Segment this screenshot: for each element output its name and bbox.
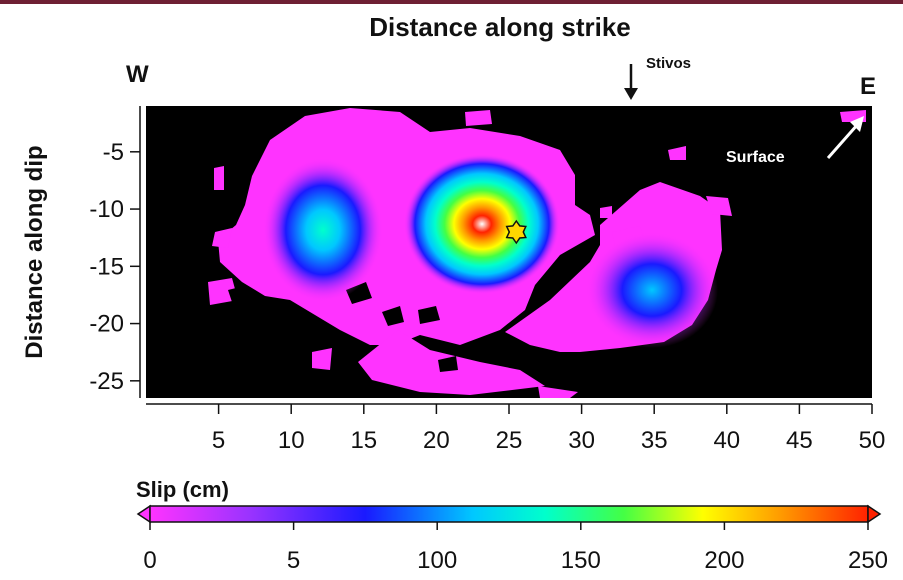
chart-title: Distance along strike <box>369 12 631 42</box>
stivos-arrow <box>624 64 638 100</box>
surface-label: Surface <box>726 149 785 166</box>
east-label: E <box>860 73 876 100</box>
hypocenter-star <box>505 219 527 245</box>
colorbar-tick-label: 100 <box>417 547 457 574</box>
colorbar-tick-label: 0 <box>143 547 156 574</box>
colorbar-tick-label: 150 <box>561 547 601 574</box>
colorbar-label: Slip (cm) <box>136 477 229 502</box>
colorbar-ticks: 0 5 100 150 200 250 <box>143 522 888 574</box>
x-tick-label: 30 <box>568 427 595 454</box>
colorbar-tick-label: 5 <box>287 547 300 574</box>
colorbar-tick-label: 200 <box>704 547 744 574</box>
surface-arrow <box>826 116 864 159</box>
x-tick-label: 25 <box>496 427 523 454</box>
stivos-label: Stivos <box>646 55 691 72</box>
y-axis: -5 -10 -15 -20 -25 <box>89 106 141 398</box>
x-tick-label: 15 <box>350 427 377 454</box>
x-tick-label: 5 <box>212 427 225 454</box>
colorbar-tick-label: 250 <box>848 547 888 574</box>
y-tick-label: -5 <box>103 139 124 166</box>
x-tick-label: 35 <box>641 427 668 454</box>
x-tick-label: 20 <box>423 427 450 454</box>
west-label: W <box>126 61 149 88</box>
plot-area <box>146 106 872 398</box>
slip-patch-main <box>404 154 560 294</box>
slip-patch-west <box>263 158 383 302</box>
y-tick-label: -20 <box>89 311 124 338</box>
x-tick-label: 45 <box>786 427 813 454</box>
x-tick-label: 10 <box>278 427 305 454</box>
x-tick-label: 40 <box>713 427 740 454</box>
colorbar <box>136 504 882 524</box>
x-axis: 5 10 15 20 25 30 35 40 45 50 <box>146 403 886 454</box>
x-tick-label: 50 <box>859 427 886 454</box>
y-tick-label: -10 <box>89 196 124 223</box>
slip-patch-east <box>586 232 718 348</box>
y-tick-label: -25 <box>89 368 124 395</box>
header-bar <box>0 0 903 4</box>
y-tick-label: -15 <box>89 253 124 280</box>
y-axis-label: Distance along dip <box>21 145 48 358</box>
